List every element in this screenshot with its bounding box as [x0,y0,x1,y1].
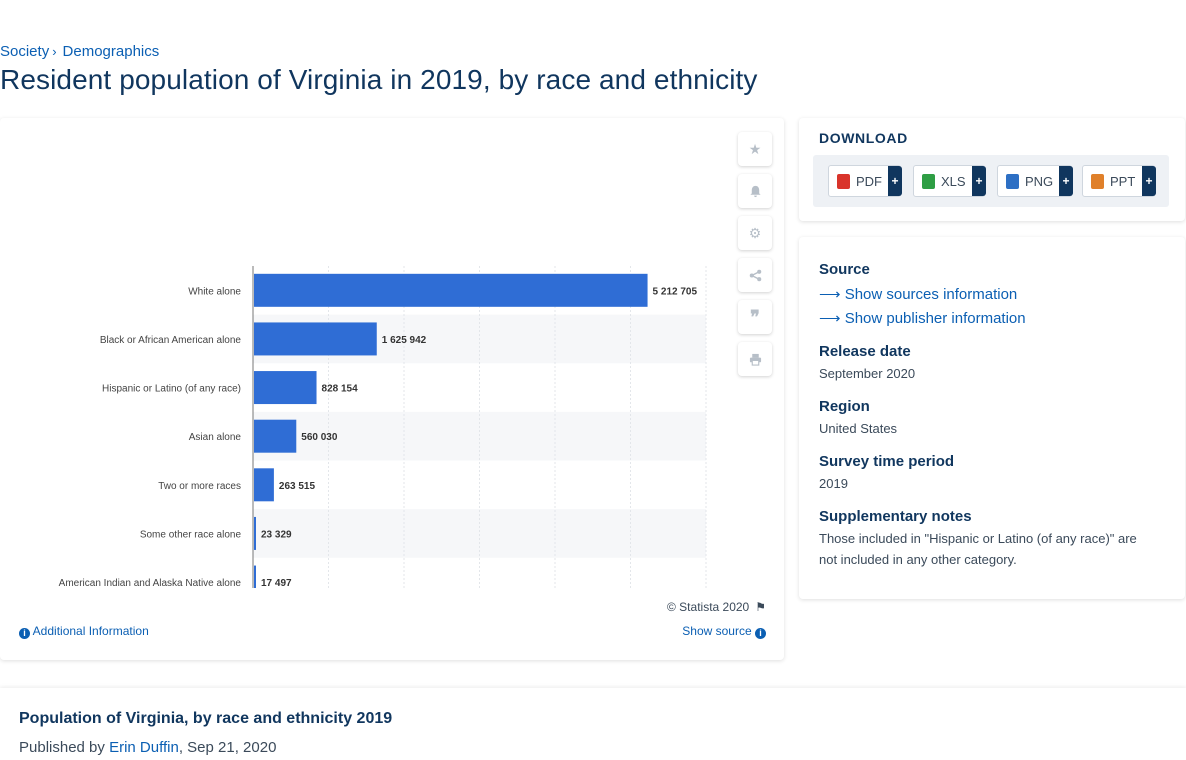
show-publisher-link[interactable]: ⟶ Show publisher information [819,309,1026,327]
page-title: Resident population of Virginia in 2019,… [0,64,758,95]
chart-toolbar: ★ ⚙ ❞ [738,132,772,384]
share-icon [749,269,761,281]
notify-button[interactable] [738,174,772,208]
download-xls-label: XLS [941,173,966,189]
png-file-icon [1006,173,1019,189]
breadcrumb: Society › Demographics [0,43,159,60]
arrow-right-icon: ⟶ [819,286,841,303]
data-label: 263 515 [279,481,316,492]
show-source-label: Show source [682,624,752,638]
chart-card: 01 000 0002 000 0003 000 0004 000 0005 0… [0,118,784,660]
show-sources-label: Show sources information [844,286,1018,303]
data-label: 23 329 [261,529,292,540]
bar [254,468,274,502]
download-ppt-button[interactable]: PPT + [1082,165,1156,197]
survey-period-heading: Survey time period [819,453,955,470]
additional-info-link[interactable]: i Additional Information [19,624,149,639]
info-icon: i [19,628,30,639]
release-date: September 2020 [819,366,916,381]
quote-icon: ❞ [750,306,760,327]
download-buttons: PDF + XLS + PNG + PPT + [813,155,1169,207]
release-date-heading: Release date [819,343,911,360]
breadcrumb-demographics[interactable]: Demographics [62,43,160,60]
category-label: American Indian and Alaska Native alone [59,578,242,588]
statistic-title: Population of Virginia, by race and ethn… [19,710,393,727]
star-icon: ★ [748,140,762,157]
bar [254,419,297,453]
plus-icon: + [972,166,986,196]
category-label: Hispanic or Latino (of any race) [102,384,241,395]
arrow-right-icon: ⟶ [819,310,841,327]
additional-info-label: Additional Information [32,624,149,638]
row-band [253,509,706,558]
download-pdf-label: PDF [856,173,882,189]
category-label: Two or more races [158,481,241,492]
plus-icon: + [1142,166,1156,196]
download-ppt-label: PPT [1110,173,1136,189]
xls-file-icon [922,173,935,189]
show-sources-link[interactable]: ⟶ Show sources information [819,285,1017,303]
ppt-file-icon [1091,173,1104,189]
region: United States [819,421,898,436]
bell-icon [749,185,761,197]
favorite-button[interactable]: ★ [738,132,772,166]
data-label: 828 154 [322,384,359,395]
bar [254,516,256,550]
show-source-link[interactable]: Show source i [682,624,766,639]
supplementary-notes: Those included in "Hispanic or Latino (o… [819,531,1137,567]
download-png-label: PNG [1025,173,1054,189]
copyright-text: © Statista 2020 [667,600,750,614]
data-label: 560 030 [301,432,338,443]
breadcrumb-society[interactable]: Society [0,43,50,60]
show-publisher-label: Show publisher information [844,310,1026,327]
print-button[interactable] [738,342,772,376]
category-label: White alone [188,286,241,297]
flag-icon[interactable]: ⚑ [755,600,766,614]
download-xls-button[interactable]: XLS + [913,165,986,197]
data-label: 1 625 942 [382,335,427,346]
breadcrumb-separator: › [52,44,57,59]
publish-date: , Sep 21, 2020 [178,739,277,756]
download-title: DOWNLOAD [819,130,908,146]
published-by-label: Published by [19,739,105,756]
download-pdf-button[interactable]: PDF + [828,165,902,197]
category-label: Some other race alone [140,529,242,540]
cite-button[interactable]: ❞ [738,300,772,334]
region-heading: Region [819,398,870,415]
copyright: © Statista 2020 ⚑ [667,600,766,614]
bar [254,273,648,307]
settings-button[interactable]: ⚙ [738,216,772,250]
notes-heading: Supplementary notes [819,508,972,525]
share-button[interactable] [738,258,772,292]
bar [254,565,256,588]
data-label: 17 497 [261,578,292,588]
download-panel: DOWNLOAD PDF + XLS + PNG + PPT + [799,118,1185,221]
print-icon [749,353,761,366]
data-label: 5 212 705 [653,286,698,297]
survey-period: 2019 [819,476,848,491]
info-icon: i [755,628,766,639]
source-heading: Source [819,261,870,278]
bar [254,322,377,356]
bar [254,371,317,405]
plus-icon: + [1059,166,1073,196]
gear-icon: ⚙ [748,224,762,241]
bar-chart: 01 000 0002 000 0003 000 0004 000 0005 0… [59,266,707,588]
pdf-file-icon [837,173,850,189]
plus-icon: + [888,166,902,196]
statistic-summary: Population of Virginia, by race and ethn… [0,688,1186,760]
statistic-info-panel: Source ⟶ Show sources information ⟶ Show… [799,237,1185,599]
category-label: Black or African American alone [100,335,242,346]
author-link[interactable]: Erin Duffin [109,739,179,756]
publisher-line: Published by Erin Duffin, Sep 21, 2020 [19,739,276,756]
category-label: Asian alone [189,432,242,443]
download-png-button[interactable]: PNG + [997,165,1073,197]
